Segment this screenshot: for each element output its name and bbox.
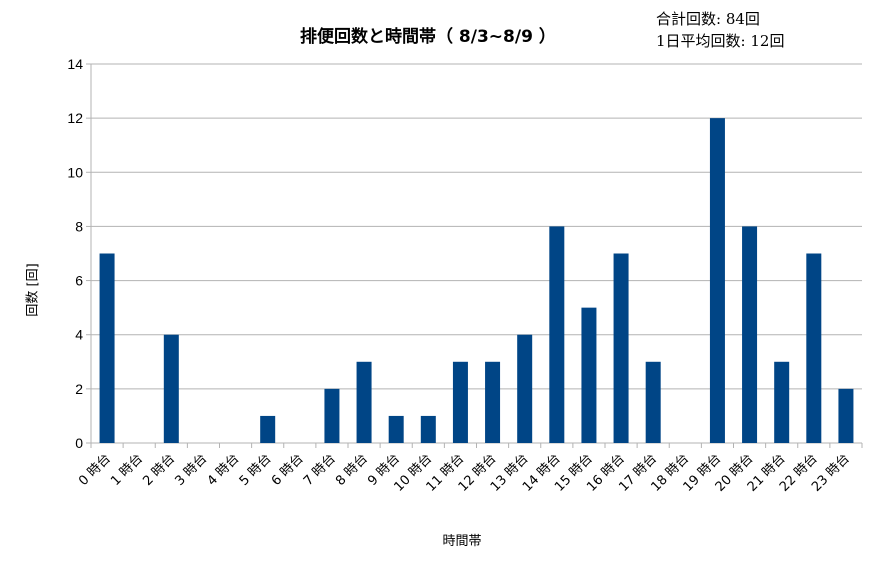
bar	[709, 118, 725, 444]
y-tick-label: 4	[75, 327, 83, 343]
bar	[838, 388, 854, 443]
bar	[99, 253, 115, 443]
bar	[645, 361, 661, 443]
bar	[742, 226, 758, 443]
x-tick-label: 5 時台	[237, 451, 275, 489]
summary-stats: 合計回数: 84回 1日平均回数: 12回	[656, 8, 784, 52]
bar	[388, 415, 404, 443]
total-count-annotation: 合計回数: 84回	[656, 10, 760, 28]
daily-average-annotation: 1日平均回数: 12回	[656, 32, 785, 50]
bar	[485, 361, 501, 443]
bar	[452, 361, 468, 443]
y-tick-label: 10	[67, 164, 83, 180]
x-tick-label: 7 時台	[301, 451, 339, 489]
bar	[613, 253, 629, 443]
x-tick-label: 2 時台	[140, 451, 178, 489]
x-tick-label: 3 時台	[173, 451, 211, 489]
x-tick-label: 1 時台	[108, 451, 146, 489]
x-tick-label: 8 時台	[333, 451, 371, 489]
y-tick-label: 14	[67, 56, 83, 72]
y-tick-label: 2	[75, 381, 83, 397]
x-tick-label: 0 時台	[76, 451, 114, 489]
bar	[324, 388, 340, 443]
y-tick-label: 8	[75, 218, 83, 234]
bar	[774, 361, 790, 443]
x-axis-label: 時間帯	[442, 534, 482, 549]
bar	[549, 226, 565, 443]
x-tick-label: 4 時台	[205, 451, 243, 489]
bar	[806, 253, 822, 443]
bar	[260, 415, 276, 443]
x-tick-label: 6 時台	[269, 451, 307, 489]
bar	[356, 361, 372, 443]
chart-title: 排便回数と時間帯（ 8/3~8/9 ）	[300, 27, 556, 47]
y-tick-label: 0	[75, 435, 83, 451]
bar	[420, 415, 436, 443]
bar	[581, 307, 597, 443]
bar	[517, 334, 533, 443]
y-tick-label: 6	[75, 273, 83, 289]
bar	[163, 334, 179, 443]
y-tick-label: 12	[67, 110, 83, 126]
